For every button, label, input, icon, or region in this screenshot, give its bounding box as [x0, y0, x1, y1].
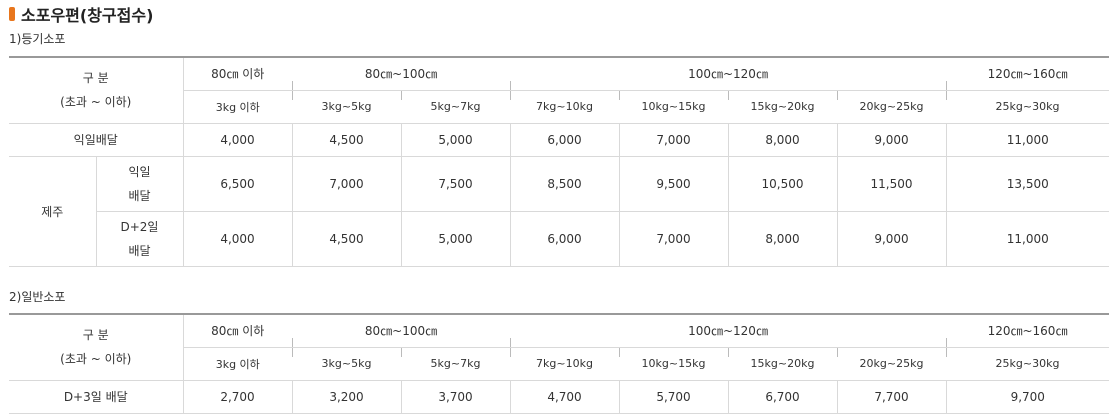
size-group-80: 80㎝ 이하	[183, 313, 292, 348]
weight-col: 3kg~5kg	[292, 90, 401, 124]
weight-header-row: 3kg 이하 3kg~5kg 5kg~7kg 7kg~10kg 10kg~15k…	[9, 90, 1110, 124]
price-cell: 7,500	[401, 156, 511, 212]
category-header-line1: 구 분	[82, 71, 109, 86]
jeju-label: 제주	[9, 156, 97, 267]
weight-col: 3kg~5kg	[292, 347, 401, 381]
size-group-100-120: 100㎝~120㎝	[510, 313, 947, 348]
price-cell: 11,500	[837, 156, 947, 212]
size-group-120-160: 120㎝~160㎝	[946, 313, 1110, 348]
price-cell: 6,700	[728, 380, 838, 414]
category-header-line1: 구 분	[82, 328, 109, 343]
price-cell: 6,500	[183, 156, 293, 212]
size-header-row: 구 분 (초과 ~ 이하) 80㎝ 이하 80㎝~100㎝ 100㎝~120㎝ …	[9, 313, 1110, 381]
weight-col: 5kg~7kg	[401, 347, 511, 381]
size-group-80: 80㎝ 이하	[183, 56, 292, 91]
price-cell: 9,000	[837, 211, 947, 267]
section1-title: 1)등기소포	[9, 32, 66, 46]
category-header-line2: (초과 ~ 이하)	[60, 95, 132, 110]
row-label-line2: 배달	[128, 243, 151, 258]
weight-col: 20kg~25kg	[837, 90, 947, 124]
size-header-row: 구 분 (초과 ~ 이하) 80㎝ 이하 80㎝~100㎝ 100㎝~120㎝ …	[9, 56, 1110, 124]
weight-col: 7kg~10kg	[510, 347, 620, 381]
price-cell: 4,500	[292, 211, 402, 267]
price-cell: 6,000	[510, 211, 620, 267]
table-row: 익일배달 4,000 4,500 5,000 6,000 7,000 8,000…	[9, 123, 1110, 157]
category-header-line2: (초과 ~ 이하)	[60, 352, 132, 367]
price-cell: 5,700	[619, 380, 729, 414]
table-row: D+3일 배달 2,700 3,200 3,700 4,700 5,700 6,…	[9, 380, 1110, 414]
weight-header-row: 3kg 이하 3kg~5kg 5kg~7kg 7kg~10kg 10kg~15k…	[9, 347, 1110, 381]
price-cell: 9,700	[946, 380, 1110, 414]
section2-title: 2)일반소포	[9, 290, 66, 304]
price-cell: 8,000	[728, 211, 838, 267]
row-label: 익일 배달	[96, 156, 184, 212]
price-cell: 9,500	[619, 156, 729, 212]
price-cell: 4,000	[183, 211, 293, 267]
weight-col: 7kg~10kg	[510, 90, 620, 124]
price-cell: 3,700	[401, 380, 511, 414]
price-cell: 7,000	[619, 123, 729, 157]
weight-col: 25kg~30kg	[946, 347, 1110, 381]
registered-parcel-table: 구 분 (초과 ~ 이하) 80㎝ 이하 80㎝~100㎝ 100㎝~120㎝ …	[9, 56, 1110, 267]
weight-col: 3kg 이하	[183, 90, 292, 124]
price-cell: 3,200	[292, 380, 402, 414]
page-title: 소포우편(창구접수)	[9, 2, 153, 26]
title-bullet-icon	[9, 7, 15, 21]
price-cell: 4,500	[292, 123, 402, 157]
general-parcel-table: 구 분 (초과 ~ 이하) 80㎝ 이하 80㎝~100㎝ 100㎝~120㎝ …	[9, 313, 1110, 414]
price-cell: 4,000	[183, 123, 293, 157]
row-label: 익일배달	[9, 123, 184, 157]
row-label: D+2일 배달	[96, 211, 184, 267]
row-label-line1: D+2일	[120, 219, 159, 234]
price-cell: 10,500	[728, 156, 838, 212]
price-cell: 11,000	[946, 123, 1110, 157]
weight-col: 3kg 이하	[183, 347, 292, 381]
weight-col: 20kg~25kg	[837, 347, 947, 381]
weight-col: 5kg~7kg	[401, 90, 511, 124]
row-label-line2: 배달	[128, 188, 151, 203]
category-header: 구 분 (초과 ~ 이하)	[9, 313, 184, 381]
price-cell: 5,000	[401, 211, 511, 267]
weight-col: 25kg~30kg	[946, 90, 1110, 124]
price-cell: 8,000	[728, 123, 838, 157]
weight-col: 10kg~15kg	[619, 347, 729, 381]
price-cell: 7,700	[837, 380, 947, 414]
price-cell: 5,000	[401, 123, 511, 157]
price-cell: 6,000	[510, 123, 620, 157]
size-group-120-160: 120㎝~160㎝	[946, 56, 1110, 91]
category-header: 구 분 (초과 ~ 이하)	[9, 56, 184, 124]
size-group-80-100: 80㎝~100㎝	[292, 313, 511, 348]
table-row: 제주 익일 배달 6,500 7,000 7,500 8,500 9,500 1…	[9, 156, 1110, 267]
weight-col: 10kg~15kg	[619, 90, 729, 124]
row-label-line1: 익일	[128, 164, 151, 179]
weight-col: 15kg~20kg	[728, 90, 838, 124]
page-title-text: 소포우편(창구접수)	[21, 6, 154, 25]
price-cell: 13,500	[946, 156, 1110, 212]
price-cell: 7,000	[292, 156, 402, 212]
price-cell: 7,000	[619, 211, 729, 267]
price-cell: 2,700	[183, 380, 293, 414]
price-cell: 11,000	[946, 211, 1110, 267]
size-group-100-120: 100㎝~120㎝	[510, 56, 947, 91]
price-cell: 4,700	[510, 380, 620, 414]
price-cell: 8,500	[510, 156, 620, 212]
weight-col: 15kg~20kg	[728, 347, 838, 381]
size-group-80-100: 80㎝~100㎝	[292, 56, 511, 91]
price-cell: 9,000	[837, 123, 947, 157]
table-row: D+2일 배달 4,000 4,500 5,000 6,000 7,000 8,…	[9, 211, 1110, 267]
row-label: D+3일 배달	[9, 380, 184, 414]
